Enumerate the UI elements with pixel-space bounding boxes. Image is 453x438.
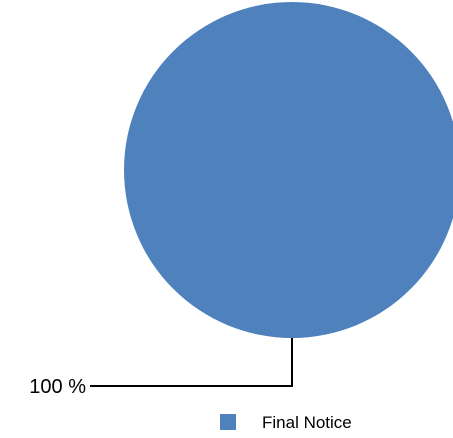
slice-leader-line-0 bbox=[90, 338, 293, 387]
legend-label-0: Final Notice bbox=[262, 413, 352, 432]
pie-slice-0 bbox=[124, 2, 453, 338]
pie-slices bbox=[124, 2, 453, 338]
legend: Final Notice bbox=[220, 413, 352, 432]
legend-swatch-0 bbox=[220, 414, 236, 430]
slice-label-0: 100 % bbox=[29, 376, 86, 398]
slice-callouts: 100 % bbox=[29, 338, 293, 398]
